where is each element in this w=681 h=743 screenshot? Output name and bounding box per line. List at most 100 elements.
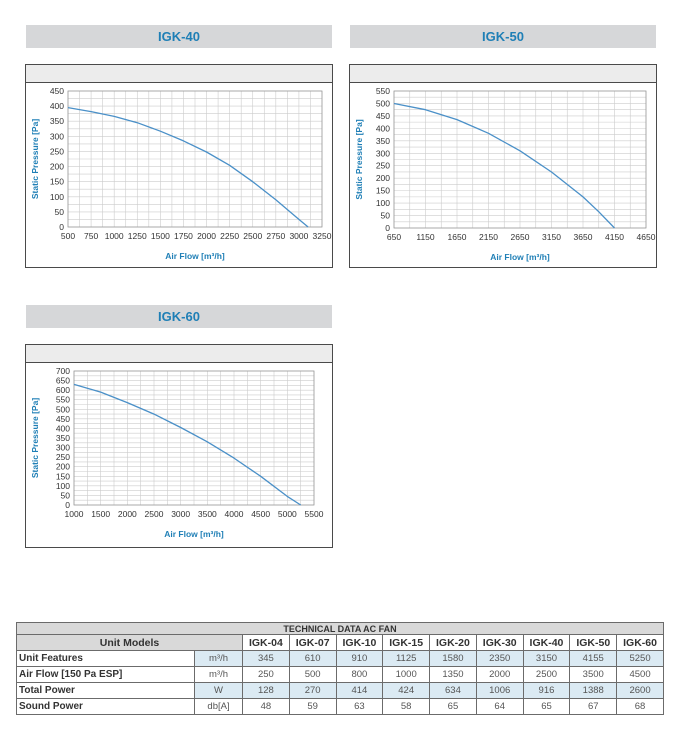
y-tick-label: 50: [55, 207, 65, 217]
y-tick-label: 400: [56, 423, 70, 433]
model-header: IGK-10: [335, 634, 384, 651]
y-tick-label: 50: [381, 211, 391, 221]
table-row: Sound Power db[A] 48 59 63 58 65 64 65 67 68: [16, 698, 664, 715]
x-axis-label: Air Flow [m³/h]: [165, 251, 225, 261]
table-cell: 58: [382, 698, 431, 715]
y-tick-label: 150: [376, 186, 390, 196]
row-unit: m³/h: [194, 666, 243, 683]
x-tick-label: 4500: [251, 509, 270, 519]
grid: [393, 90, 647, 229]
x-tick-label: 1500: [91, 509, 110, 519]
x-tick-label: 500: [61, 231, 75, 241]
table-cell: 2000: [475, 666, 524, 683]
row-unit: m³/h: [194, 650, 243, 667]
table-cell: 1388: [569, 682, 618, 699]
x-tick-label: 1150: [416, 232, 435, 242]
x-tick-label: 1650: [448, 232, 467, 242]
x-tick-label: 1500: [151, 231, 170, 241]
model-header: IGK-04: [242, 634, 290, 651]
x-tick-label: 2000: [118, 509, 137, 519]
table-cell: 1350: [429, 666, 477, 683]
table-cell: 3150: [522, 650, 571, 667]
table-cell: 500: [288, 666, 337, 683]
chart-panel-igk50: 650 1150 1650 2150 2650 3150 3650 4150 4650 0 50 10…: [349, 64, 657, 268]
table-cell: 634: [429, 682, 477, 699]
y-tick-label: 250: [376, 161, 390, 171]
row-unit: W: [194, 682, 243, 699]
table-cell: 128: [242, 682, 290, 699]
table-cell: 65: [429, 698, 477, 715]
y-tick-label: 450: [376, 111, 390, 121]
y-tick-label: 300: [56, 443, 70, 453]
table-cell: 59: [288, 698, 337, 715]
x-tick-label: 2750: [266, 231, 285, 241]
plot-area: [67, 90, 323, 228]
x-tick-label: 4150: [605, 232, 624, 242]
row-label: Air Flow [150 Pa ESP]: [16, 666, 195, 683]
y-tick-label: 100: [56, 481, 70, 491]
row-label: Sound Power: [16, 698, 195, 715]
table-cell: 2600: [616, 682, 664, 699]
table-cell: 1006: [475, 682, 524, 699]
x-axis-label: Air Flow [m³/h]: [164, 529, 224, 539]
y-tick-label: 650: [56, 376, 70, 386]
y-tick-label: 300: [376, 148, 390, 158]
chart-header-strip: [26, 65, 332, 83]
table-cell: 345: [242, 650, 290, 667]
table-cell: 610: [288, 650, 337, 667]
chart-title-igk60: IGK-60: [26, 305, 332, 328]
x-tick-label: 1750: [174, 231, 193, 241]
x-tick-label: 2500: [243, 231, 262, 241]
row-label: Unit Features: [16, 650, 195, 667]
x-tick-label: 650: [387, 232, 401, 242]
x-tick-label: 2650: [511, 232, 530, 242]
table-row: Unit Features m³/h 345 610 910 1125 1580 2350 31…: [16, 650, 664, 667]
y-tick-label: 0: [65, 500, 70, 510]
y-tick-label: 400: [50, 101, 64, 111]
row-label: Total Power: [16, 682, 195, 699]
table-title: TECHNICAL DATA AC FAN: [16, 622, 664, 635]
y-tick-label: 600: [56, 385, 70, 395]
x-tick-label: 5000: [278, 509, 297, 519]
x-tick-label: 4000: [225, 509, 244, 519]
table-cell: 414: [335, 682, 384, 699]
y-tick-label: 100: [376, 198, 390, 208]
x-tick-label: 2250: [220, 231, 239, 241]
table-cell: 2500: [522, 666, 571, 683]
model-header: IGK-20: [429, 634, 477, 651]
table-cell: 1125: [382, 650, 431, 667]
x-tick-label: 2150: [479, 232, 498, 242]
table-cell: 424: [382, 682, 431, 699]
y-tick-label: 200: [56, 462, 70, 472]
y-tick-label: 500: [56, 404, 70, 414]
table-cell: 3500: [569, 666, 618, 683]
table-cell: 68: [616, 698, 664, 715]
y-tick-label: 100: [50, 192, 64, 202]
table-cell: 250: [242, 666, 290, 683]
y-tick-label: 50: [61, 490, 71, 500]
model-header: IGK-60: [616, 634, 664, 651]
y-tick-label: 150: [56, 471, 70, 481]
x-tick-label: 1000: [65, 509, 84, 519]
x-tick-label: 3150: [542, 232, 561, 242]
y-tick-label: 450: [56, 414, 70, 424]
y-tick-label: 550: [376, 86, 390, 96]
x-tick-label: 1000: [105, 231, 124, 241]
x-tick-label: 3250: [313, 231, 332, 241]
x-tick-label: 3000: [171, 509, 190, 519]
chart-panel-igk60: 1000 1500 2000 2500 3000 3500 4000 4500 5000 5500…: [25, 344, 333, 548]
table-cell: 67: [569, 698, 618, 715]
y-tick-label: 350: [56, 433, 70, 443]
y-tick-label: 0: [385, 223, 390, 233]
x-axis-label: Air Flow [m³/h]: [490, 252, 550, 262]
table-cell: 1000: [382, 666, 431, 683]
model-header: IGK-07: [288, 634, 337, 651]
y-tick-label: 500: [376, 98, 390, 108]
model-header: IGK-40: [522, 634, 571, 651]
table-cell: 5250: [616, 650, 664, 667]
chart-igk60: 1000 1500 2000 2500 3000 3500 4000 4500 5000 5500…: [30, 366, 324, 539]
x-tick-label: 750: [84, 231, 98, 241]
fan-curve-line: [73, 383, 302, 506]
y-axis-label: Static Pressure [Pa]: [30, 398, 40, 478]
chart-header-strip: [350, 65, 656, 83]
